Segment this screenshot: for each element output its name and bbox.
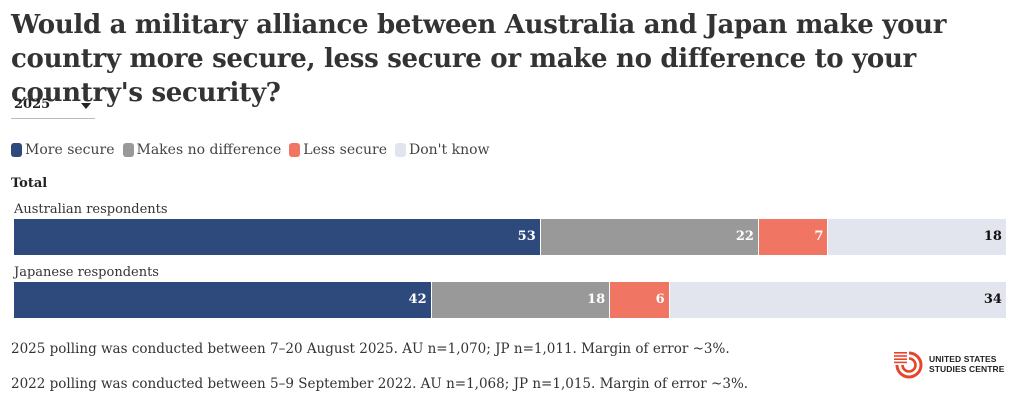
legend-item-more-secure[interactable]: More secure	[11, 142, 115, 158]
legend-label: Makes no difference	[136, 142, 282, 158]
bar-value-label: 18	[983, 229, 1002, 244]
bar-segment-less-secure[interactable]: 6	[609, 282, 669, 318]
row-label-australia: Australian respondents	[14, 202, 168, 217]
section-label-total: Total	[11, 176, 48, 191]
bar-segment-no-difference[interactable]: 22	[539, 219, 758, 255]
bar-segment-more-secure[interactable]: 53	[14, 219, 540, 255]
bar-segment-less-secure[interactable]: 7	[758, 219, 828, 255]
note-2022: 2022 polling was conducted between 5–9 S…	[11, 376, 749, 392]
legend-swatch-less-secure	[289, 143, 301, 157]
chevron-down-icon	[81, 103, 91, 109]
legend: More secure Makes no difference Less sec…	[11, 142, 498, 158]
legend-swatch-no-difference	[122, 143, 134, 157]
legend-label: Don't know	[409, 142, 490, 158]
legend-label: Less secure	[303, 142, 387, 158]
bar-value-label: 18	[587, 292, 606, 307]
year-dropdown[interactable]: 2025	[11, 94, 95, 119]
year-dropdown-value: 2025	[14, 97, 51, 112]
legend-swatch-dont-know	[395, 143, 406, 157]
legend-item-dont-know[interactable]: Don't know	[395, 142, 490, 158]
bar-value-label: 34	[983, 292, 1002, 307]
note-2025: 2025 polling was conducted between 7–20 …	[11, 341, 730, 357]
chart-title: Would a military alliance between Austra…	[11, 10, 947, 108]
bar-australia: 53 22 7 18	[14, 219, 1006, 255]
bar-japan: 42 18 6 34	[14, 282, 1006, 318]
legend-swatch-more-secure	[11, 143, 22, 157]
bar-segment-dont-know[interactable]: 34	[668, 282, 1006, 318]
legend-label: More secure	[25, 142, 115, 158]
bar-value-label: 7	[814, 229, 824, 244]
bar-value-label: 6	[655, 292, 665, 307]
bar-segment-dont-know[interactable]: 18	[827, 219, 1006, 255]
ussc-logo: UNITED STATES STUDIES CENTRE	[893, 349, 1009, 381]
ussc-logo-text: UNITED STATES STUDIES CENTRE	[929, 354, 1005, 374]
legend-item-less-secure[interactable]: Less secure	[289, 142, 387, 158]
bar-value-label: 42	[408, 292, 427, 307]
bar-segment-no-difference[interactable]: 18	[430, 282, 610, 318]
bar-value-label: 53	[517, 229, 536, 244]
row-label-japan: Japanese respondents	[14, 265, 159, 280]
bar-value-label: 22	[735, 229, 754, 244]
logo-line-2: STUDIES CENTRE	[929, 364, 1005, 374]
bar-segment-more-secure[interactable]: 42	[14, 282, 431, 318]
logo-line-1: UNITED STATES	[929, 354, 997, 364]
ussc-logo-mark-icon	[893, 350, 923, 379]
legend-item-no-difference[interactable]: Makes no difference	[122, 142, 282, 158]
